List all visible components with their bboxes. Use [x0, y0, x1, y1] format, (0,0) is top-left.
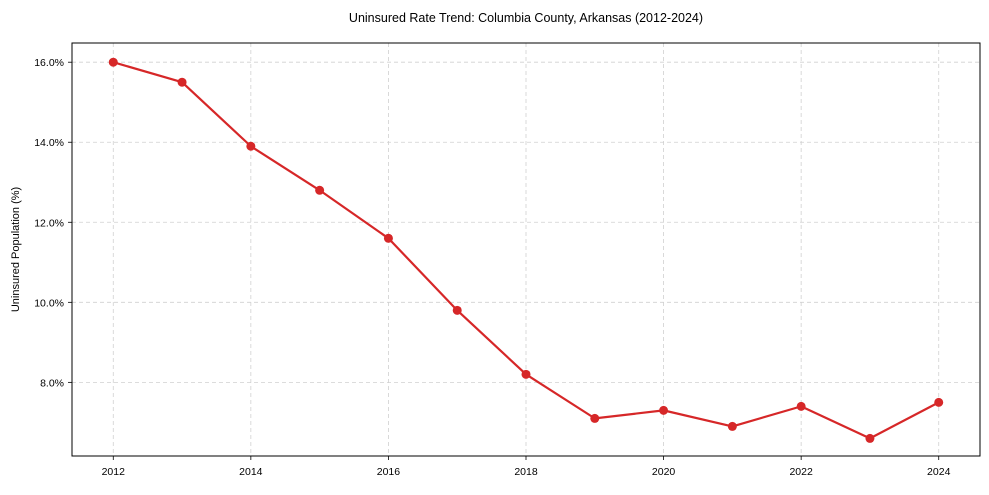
data-point-marker [865, 433, 875, 443]
x-tick-label: 2016 [377, 466, 401, 478]
data-point-marker [452, 305, 462, 315]
x-tick-label: 2022 [789, 466, 813, 478]
x-tick-label: 2020 [652, 466, 676, 478]
y-tick-label: 16.0% [34, 57, 64, 69]
x-tick-label: 2014 [239, 466, 263, 478]
x-axis: 2012 2014 2016 2018 2020 2022 2024 [102, 456, 951, 478]
data-point-marker [246, 141, 256, 151]
chart-title: Uninsured Rate Trend: Columbia County, A… [349, 11, 703, 25]
data-point-marker [177, 77, 187, 87]
x-tick-label: 2024 [927, 466, 951, 478]
y-axis-label: Uninsured Population (%) [10, 187, 22, 312]
data-series [108, 57, 944, 443]
x-tick-label: 2018 [514, 466, 538, 478]
data-point-marker [521, 369, 531, 379]
data-point-marker [727, 421, 737, 431]
data-point-marker [383, 233, 393, 243]
data-point-marker [934, 397, 944, 407]
y-tick-label: 14.0% [34, 137, 64, 149]
data-point-marker [796, 401, 806, 411]
data-point-marker [659, 405, 669, 415]
x-tick-label: 2012 [102, 466, 126, 478]
data-point-marker [315, 185, 325, 195]
y-tick-label: 12.0% [34, 217, 64, 229]
y-tick-label: 8.0% [40, 377, 64, 389]
grid-lines [72, 43, 980, 456]
data-point-marker [590, 413, 600, 423]
y-tick-label: 10.0% [34, 297, 64, 309]
data-point-marker [108, 57, 118, 67]
y-axis: 8.0% 10.0% 12.0% 14.0% 16.0% [34, 57, 72, 389]
